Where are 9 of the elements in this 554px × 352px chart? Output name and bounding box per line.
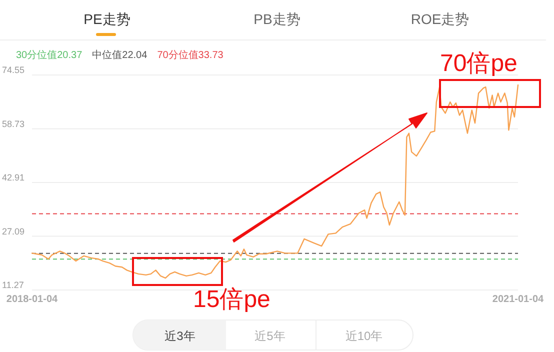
xtick: 2021-01-04 (492, 294, 544, 305)
ytick: 11.27 (2, 280, 24, 290)
ytick: 58.73 (2, 118, 25, 129)
note-low: 15倍pe (193, 286, 270, 313)
ytick: 42.91 (2, 172, 25, 182)
xtick: 2018-01-04 (6, 294, 58, 305)
note-high: 70倍pe (440, 50, 518, 77)
ytick: 27.09 (2, 226, 25, 236)
ytick: 74.55 (2, 65, 25, 75)
